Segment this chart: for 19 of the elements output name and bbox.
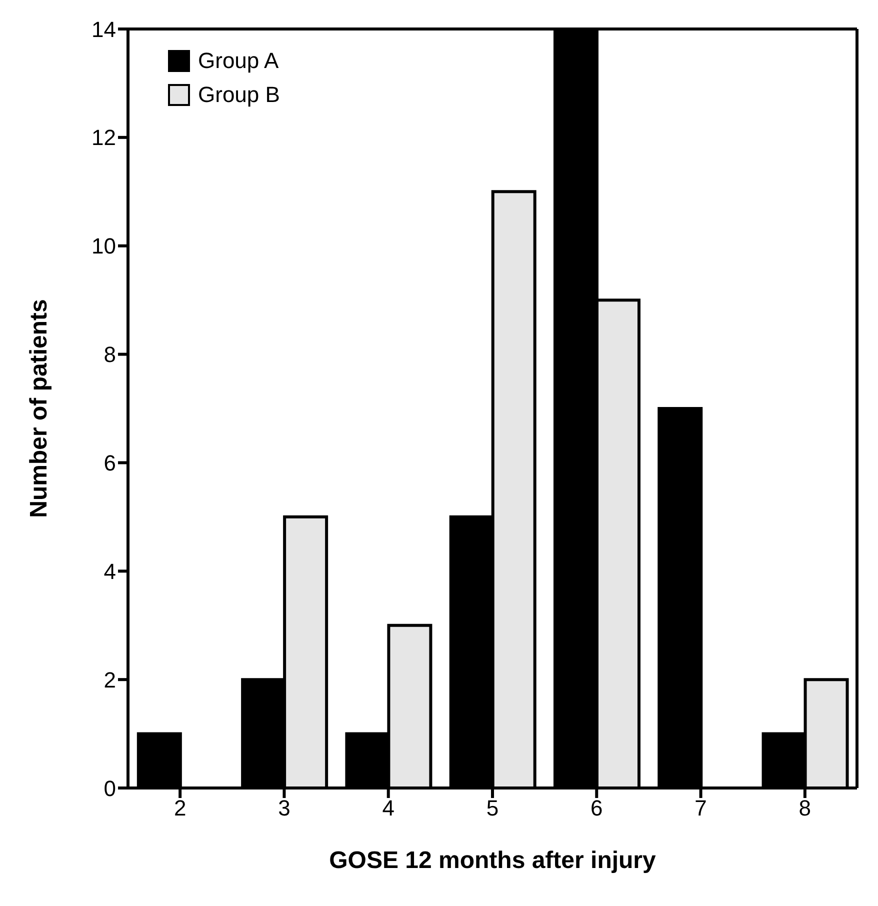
y-tick-label: 2 [104, 667, 116, 692]
legend-label: Group B [198, 82, 280, 108]
y-tick-label: 12 [92, 125, 116, 150]
y-tick-label: 10 [92, 234, 116, 259]
y-tick-label: 0 [104, 776, 116, 801]
x-tick-label: 3 [278, 796, 290, 821]
x-axis-title: GOSE 12 months after injury [329, 847, 657, 874]
y-tick-label: 8 [104, 342, 116, 368]
x-tick-label: 2 [174, 796, 186, 821]
y-axis-title: Number of patients [26, 299, 53, 518]
y-tick-label: 14 [92, 16, 116, 42]
legend-label: Group A [198, 48, 279, 74]
y-tick-label: 6 [104, 450, 116, 476]
x-tick-label: 8 [798, 796, 812, 821]
x-tick-label: 6 [590, 796, 603, 821]
x-tick-label: 7 [694, 796, 707, 821]
x-tick-label: 4 [382, 796, 394, 821]
y-tick-label: 4 [104, 558, 116, 584]
x-tick-label: 5 [486, 796, 499, 821]
